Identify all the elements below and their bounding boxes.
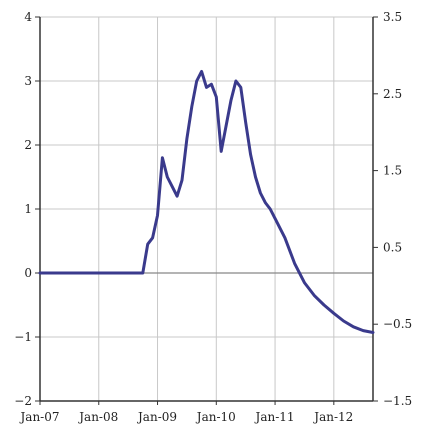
right-tick-label: 0.5 — [383, 240, 402, 254]
right-tick-label: 1.5 — [383, 164, 402, 178]
left-tick-label: 0 — [24, 266, 32, 280]
x-tick-label: Jan-11 — [254, 410, 295, 424]
x-tick-label: Jan-08 — [77, 410, 118, 424]
tick-labels: 4 3 2 1 0 −1 −2 3.5 2.5 1.5 0.5 −0.5 −1.5 Jan-07 Jan-0… — [14, 10, 412, 424]
right-tick-label: 3.5 — [383, 10, 402, 24]
series-line-0 — [38, 69, 375, 334]
right-tick-label: −0.5 — [383, 317, 412, 331]
left-tick-label: 2 — [24, 138, 32, 152]
left-tick-label: −2 — [14, 394, 32, 408]
x-tick-label: Jan-12 — [312, 410, 353, 424]
left-tick-label: 4 — [24, 10, 32, 24]
left-tick-label: 1 — [24, 202, 32, 216]
series — [38, 69, 375, 334]
right-tick-label: 2.5 — [383, 87, 402, 101]
x-tick-label: Jan-09 — [136, 410, 177, 424]
x-tick-label: Jan-07 — [18, 410, 59, 424]
axes — [35, 16, 378, 405]
left-tick-label: −1 — [14, 330, 32, 344]
right-tick-label: −1.5 — [383, 394, 412, 408]
left-tick-label: 3 — [24, 74, 32, 88]
gridlines — [39, 16, 373, 402]
x-tick-label: Jan-10 — [195, 410, 236, 424]
